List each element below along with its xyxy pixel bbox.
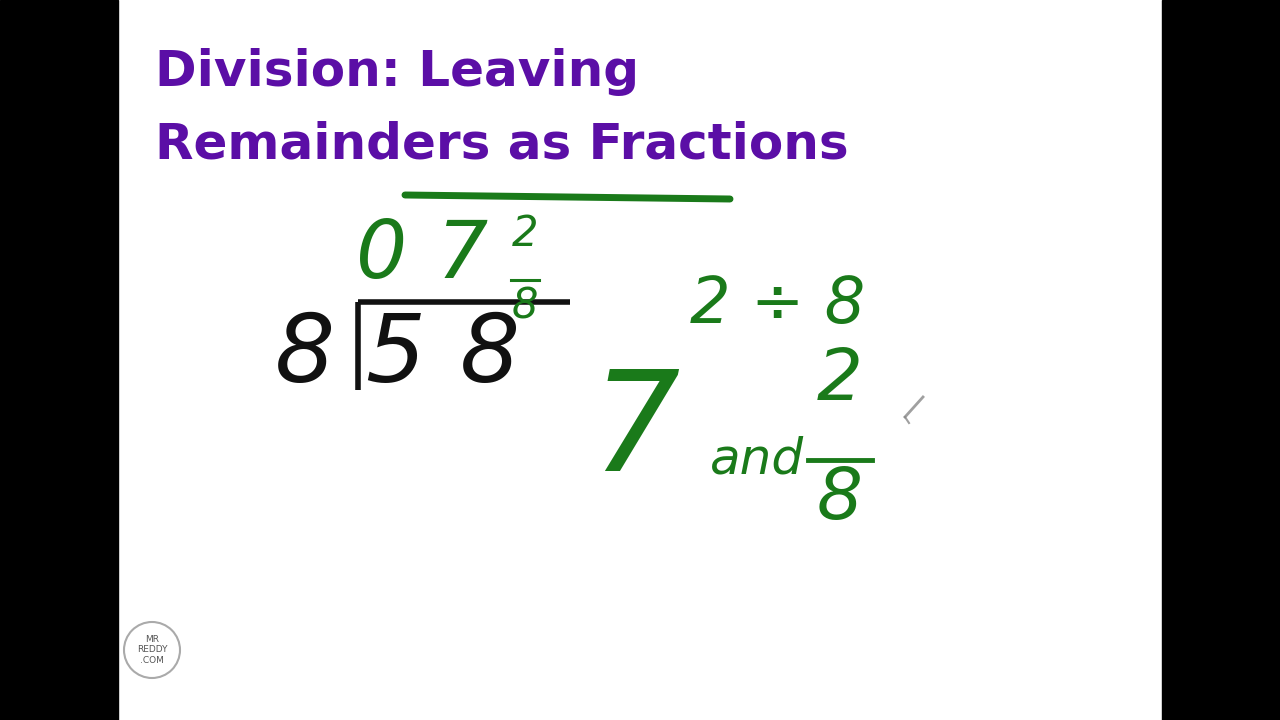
Text: 8: 8 bbox=[817, 465, 863, 534]
Text: 8: 8 bbox=[275, 310, 335, 400]
Bar bbox=[1162, 0, 1280, 720]
Circle shape bbox=[124, 622, 180, 678]
Text: Division: Leaving: Division: Leaving bbox=[155, 48, 639, 96]
Text: and: and bbox=[710, 435, 804, 483]
Text: 2 ÷ 8: 2 ÷ 8 bbox=[690, 274, 865, 336]
Text: 5: 5 bbox=[365, 310, 425, 400]
Text: MR
REDDY
.COM: MR REDDY .COM bbox=[137, 635, 168, 665]
Text: 7: 7 bbox=[591, 365, 680, 500]
Bar bbox=[0, 0, 118, 720]
Text: 2: 2 bbox=[817, 346, 863, 415]
Text: 7: 7 bbox=[436, 217, 488, 295]
Text: 8: 8 bbox=[512, 285, 539, 327]
Text: 2: 2 bbox=[512, 213, 539, 255]
Text: 8: 8 bbox=[460, 310, 520, 400]
Text: 0: 0 bbox=[356, 217, 407, 295]
Text: Remainders as Fractions: Remainders as Fractions bbox=[155, 120, 849, 168]
